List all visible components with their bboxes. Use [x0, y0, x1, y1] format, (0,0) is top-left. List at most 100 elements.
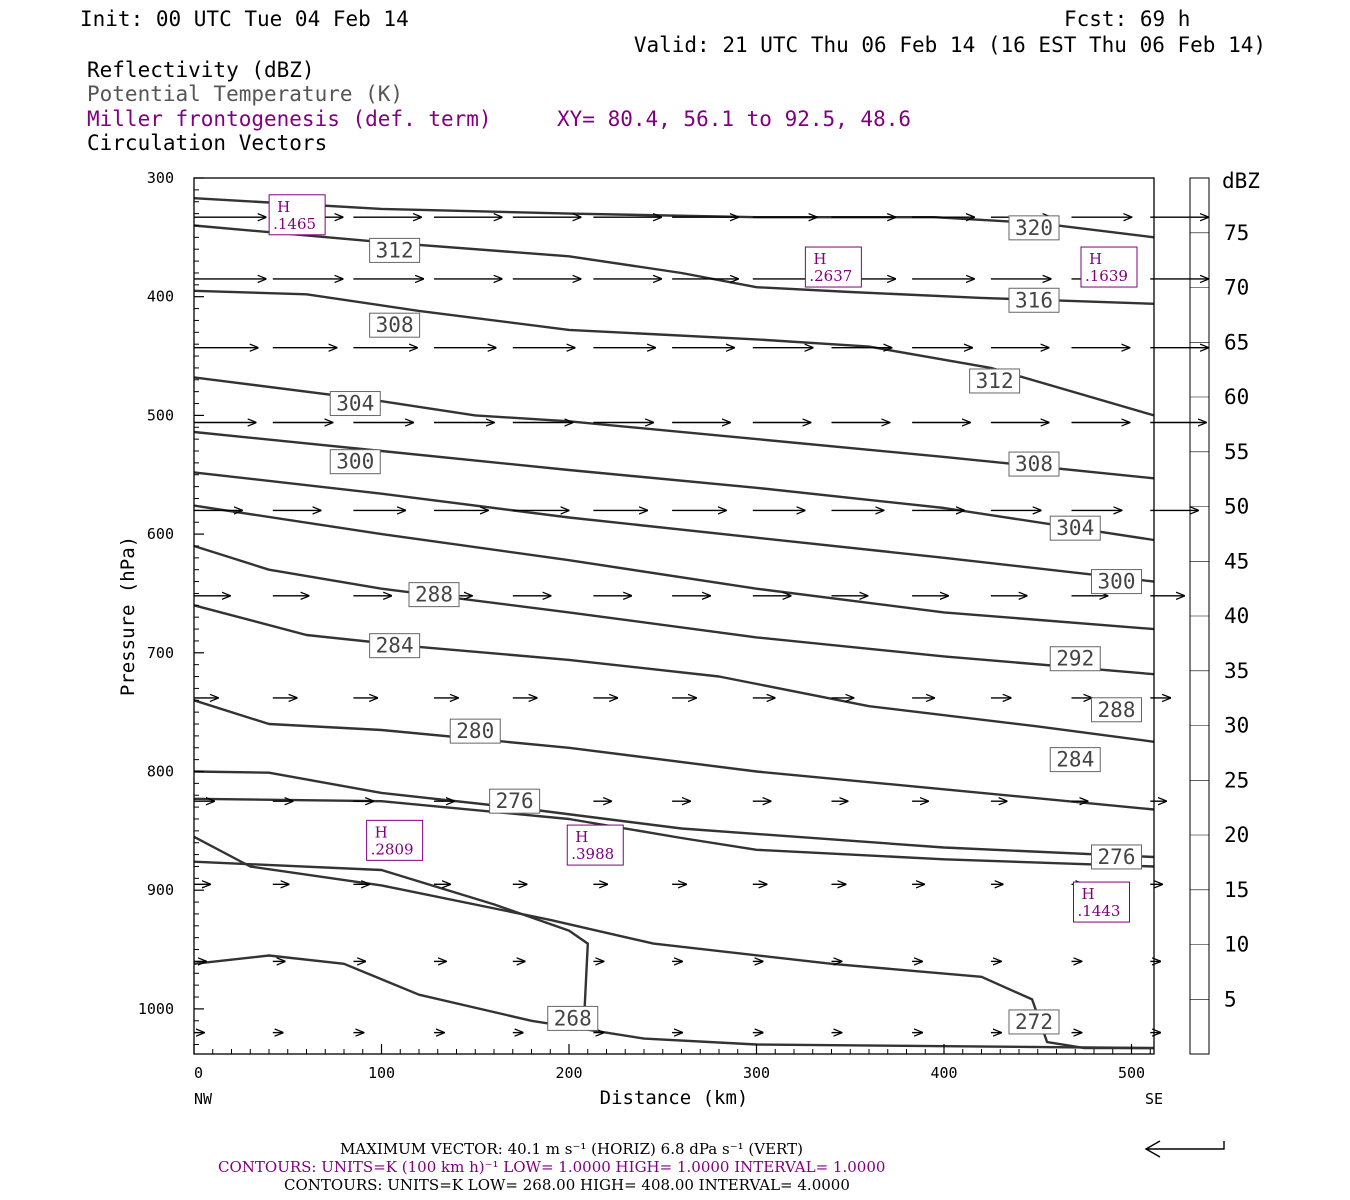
- forecast-hour: Fcst: 69 h: [1064, 7, 1190, 31]
- frontogenesis-max-letter: H: [375, 823, 388, 841]
- x-tick-label: 200: [555, 1064, 582, 1082]
- frontogenesis-max-value: .1443: [1078, 902, 1121, 920]
- isentrope-276: [193, 797, 1155, 868]
- contour-label: 280: [456, 719, 494, 743]
- colorbar-label: 30: [1224, 714, 1249, 738]
- contour-label-box: [1091, 697, 1142, 723]
- isentrope-312: [193, 289, 1155, 417]
- frontogenesis-max-box: [1073, 881, 1130, 923]
- contour-label: 268: [554, 1006, 592, 1030]
- frontogenesis-max-value: .3988: [571, 845, 614, 863]
- frontogenesis-max-letter: H: [813, 250, 826, 268]
- colorbar-label: 35: [1224, 659, 1249, 683]
- x-axis-label: Distance (km): [600, 1087, 749, 1109]
- x-tick-label: 0: [194, 1064, 203, 1082]
- contour-label: 304: [336, 392, 374, 416]
- contour-label: 288: [1098, 698, 1136, 722]
- contour-label-box: [1008, 1009, 1060, 1035]
- valid-time: Valid: 21 UTC Thu 06 Feb 14 (16 EST Thu …: [634, 33, 1266, 57]
- frontogenesis-max-value: .2637: [809, 267, 852, 285]
- colorbar-label: 40: [1224, 604, 1249, 628]
- contour-label: 304: [1056, 516, 1094, 540]
- y-axis-label: Pressure (hPa): [117, 536, 139, 696]
- contour-label-box: [329, 449, 381, 475]
- contour-label-box: [489, 788, 541, 814]
- frontogenesis-max-value: .1465: [273, 215, 316, 233]
- contour-label: 308: [1015, 452, 1053, 476]
- cross-section-endpoints: XY= 80.4, 56.1 to 92.5, 48.6: [557, 107, 911, 131]
- contour-label: 320: [1015, 216, 1053, 240]
- reference-vector-head: [1144, 1140, 1161, 1158]
- reflectivity-colorbar: 5 10 15 20 25 30 35 40 45 50 55 60 65 70 75: [1189, 177, 1249, 1055]
- colorbar-label: 60: [1224, 385, 1249, 409]
- contour-label-box: [1049, 747, 1101, 773]
- contour-label-box: [547, 1005, 599, 1031]
- colorbar-label: 20: [1224, 823, 1249, 847]
- contour-label-box: [1008, 215, 1060, 241]
- x-tick-label: 400: [930, 1064, 957, 1082]
- frontogenesis-max-box: [268, 194, 326, 236]
- y-tick-label: 1000: [138, 1000, 174, 1018]
- contour-label-box: [1049, 646, 1101, 672]
- isentrope-284: [193, 699, 1155, 811]
- colorbar-label: 70: [1224, 276, 1249, 300]
- field-frontogenesis: Miller frontogenesis (def. term): [87, 107, 492, 131]
- contour-label-layer: 320 312 316 308 312 304 300 308 304 300 288 284 292 2…: [329, 215, 1142, 1035]
- isentrope-304: [193, 430, 1155, 542]
- y-tick-label: 300: [147, 169, 174, 187]
- contour-label: 312: [976, 369, 1014, 393]
- frontogenesis-max-value: .2809: [371, 840, 414, 858]
- isentrope-292: [193, 544, 1155, 676]
- frontogenesis-max-box: [366, 819, 424, 861]
- isentrope-segment-14: [193, 860, 589, 1021]
- frontogenesis-max-letter: H: [277, 198, 290, 216]
- plot-frame: [193, 177, 1155, 1055]
- contour-label: 276: [1098, 845, 1136, 869]
- frontogenesis-max-letter: H: [1089, 250, 1102, 268]
- isentrope-268: [193, 954, 1155, 1050]
- contour-label: 284: [376, 634, 414, 658]
- contour-label: 312: [376, 238, 414, 262]
- isentrope-300: [193, 471, 1155, 583]
- contour-label-box: [369, 312, 421, 338]
- contour-label: 300: [336, 450, 374, 474]
- contour-label-box: [408, 582, 460, 608]
- contour-label: 288: [415, 583, 453, 607]
- isentrope-280: [193, 770, 1155, 859]
- vector-layer: [194, 217, 1208, 1032]
- y-tick-label: 800: [147, 762, 174, 780]
- x-axis: 0 100 200 300 400 500: [193, 1044, 1151, 1082]
- init-time: Init: 00 UTC Tue 04 Feb 14: [80, 7, 409, 31]
- frontogenesis-max-box: [566, 824, 624, 866]
- frontogenesis-max-letter: H: [575, 828, 588, 846]
- colorbar-label: 25: [1224, 768, 1249, 792]
- x-tick-label: 500: [1118, 1064, 1145, 1082]
- x-end-label-se: SE: [1145, 1090, 1163, 1108]
- contour-label: 292: [1056, 647, 1094, 671]
- contour-label: 272: [1015, 1010, 1053, 1034]
- y-tick-label: 500: [147, 406, 174, 424]
- colorbar-label: 45: [1224, 549, 1249, 573]
- contour-label-box: [1008, 451, 1060, 477]
- frontogenesis-max-box: [1080, 246, 1138, 288]
- y-tick-label: 900: [147, 881, 174, 899]
- y-tick-label: 700: [147, 644, 174, 662]
- colorbar-unit: dBZ: [1222, 169, 1260, 193]
- frontogenesis-max-value: .1639: [1085, 267, 1128, 285]
- colorbar-label: 10: [1224, 933, 1249, 957]
- y-axis: 300 400 500 600 700 800 900 1000: [138, 169, 204, 1046]
- isentrope-272: [193, 835, 1154, 1050]
- contour-label: 300: [1098, 570, 1136, 594]
- contour-label-box: [1049, 515, 1101, 541]
- x-tick-label: 300: [743, 1064, 770, 1082]
- reference-vector-shaft: [1146, 1141, 1225, 1150]
- frontogenesis-contour-info: CONTOURS: UNITS=K (100 km h)⁻¹ LOW= 1.00…: [218, 1158, 885, 1176]
- contour-label-box: [1091, 569, 1142, 595]
- colorbar-label: 65: [1224, 330, 1249, 354]
- contour-label-box: [1008, 287, 1060, 313]
- theta-contour-info: CONTOURS: UNITS=K LOW= 268.00 HIGH= 408.…: [284, 1176, 850, 1194]
- colorbar-label: 50: [1224, 495, 1249, 519]
- field-circulation-vectors: Circulation Vectors: [87, 131, 327, 155]
- contour-label-box: [369, 237, 421, 263]
